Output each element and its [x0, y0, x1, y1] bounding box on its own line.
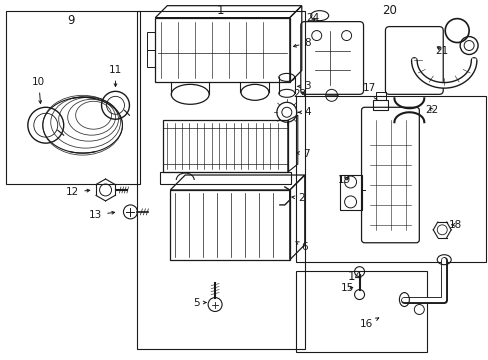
Text: 13: 13 — [89, 210, 114, 220]
Text: 1: 1 — [216, 4, 224, 17]
Bar — [147, 50, 155, 67]
Bar — [170, 190, 289, 260]
Bar — [339, 175, 361, 210]
Bar — [163, 120, 287, 172]
Bar — [147, 32, 155, 50]
Bar — [295, 96, 485, 262]
Text: 15: 15 — [340, 283, 353, 293]
Text: 17: 17 — [362, 84, 376, 99]
Text: 11: 11 — [109, 66, 122, 86]
Bar — [137, 12, 305, 348]
Text: 22: 22 — [425, 105, 438, 115]
Text: 19: 19 — [337, 175, 350, 185]
Text: 16: 16 — [359, 318, 378, 329]
Bar — [6, 12, 140, 184]
Text: 3: 3 — [297, 81, 310, 91]
Bar — [155, 18, 289, 82]
Text: 14: 14 — [347, 270, 362, 283]
Text: 18: 18 — [447, 220, 461, 230]
Text: 5: 5 — [192, 297, 205, 307]
Text: 6: 6 — [295, 242, 307, 252]
Bar — [295, 271, 427, 352]
Bar — [372, 100, 387, 110]
Text: 7: 7 — [296, 149, 309, 159]
Text: 8: 8 — [293, 37, 310, 48]
Text: 10: 10 — [32, 77, 45, 103]
Bar — [376, 92, 386, 100]
Text: 21: 21 — [435, 45, 448, 55]
Text: 4: 4 — [298, 107, 310, 117]
Text: 23: 23 — [293, 89, 306, 99]
Bar — [160, 172, 290, 184]
Text: 24: 24 — [305, 13, 319, 23]
Text: 2: 2 — [291, 193, 305, 203]
Text: 12: 12 — [66, 187, 90, 197]
Text: 9: 9 — [67, 14, 74, 27]
Text: 20: 20 — [381, 4, 396, 17]
